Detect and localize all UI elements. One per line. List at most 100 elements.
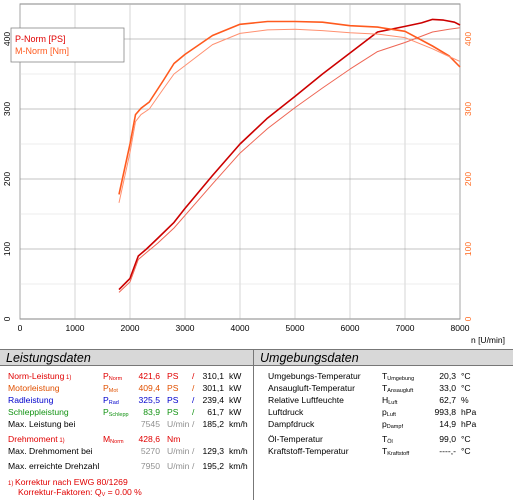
umgebung-value: 20,3 [439, 371, 456, 381]
leistung-value-1: 7545 [140, 419, 160, 429]
umgebung-symbol-sub: Dampf [386, 424, 403, 430]
leistung-unit-1: U/min [167, 461, 190, 471]
umgebung-unit: hPa [461, 419, 477, 429]
umgebung-symbol: pLuft [382, 407, 396, 418]
umgebung-symbol-sub: Öl [387, 439, 393, 445]
leistung-sep: / [192, 383, 195, 393]
leistung-unit-1: Nm [167, 434, 181, 444]
x-tick-label: 2000 [121, 323, 140, 333]
leistung-unit-1: U/min [167, 446, 190, 456]
umgebung-unit: °C [461, 383, 471, 393]
series-line-2 [118, 20, 461, 195]
y-left-tick-label: 300 [2, 102, 12, 116]
umgebung-symbol: pDampf [382, 419, 403, 430]
leistung-unit-1: U/min [167, 419, 190, 429]
leistung-sep: / [192, 446, 195, 456]
umgebung-value: 33,0 [439, 383, 456, 393]
x-tick-label: 3000 [176, 323, 195, 333]
umgebung-label: Dampfdruck [268, 419, 315, 429]
leistung-symbol-sub: Rad [108, 400, 119, 406]
leistung-unit-2: km/h [229, 419, 248, 429]
y-left-tick-label: 0 [2, 316, 12, 321]
leistung-label: Max. Drehmoment bei [8, 446, 93, 456]
dyno-chart: 0 1000 2000 3000 4000 5000 6000 7000 80000100200… [2, 3, 505, 345]
footnote-2-text: Korrektur-Faktoren: Q [18, 487, 102, 497]
umgebung-symbol: TAnsaugluft [382, 383, 414, 394]
umgebung-value: 99,0 [439, 434, 456, 444]
umgebung-symbol-sub: Ansaugluft [387, 388, 414, 394]
leistung-value-2: 129,3 [202, 446, 224, 456]
chart-legend: P-Norm [PS] M-Norm [Nm] [10, 27, 125, 63]
leistung-label: Drehmoment 1) [8, 434, 65, 444]
x-tick-label: 6000 [341, 323, 360, 333]
x-tick-label: 7000 [396, 323, 415, 333]
leistung-unit-1: PS [167, 371, 179, 381]
series-line-3 [118, 28, 461, 203]
leistung-sep: / [192, 419, 195, 429]
leistung-label: Motorleistung [8, 383, 60, 393]
umgebung-label: Umgebungs-Temperatur [268, 371, 361, 381]
leistung-unit-1: PS [167, 395, 179, 405]
footnote-2: Korrektur-Faktoren: QV = 0.00 % [18, 487, 142, 500]
leistung-value-1: 409,4 [138, 383, 160, 393]
leistung-symbol: PMot [103, 383, 118, 394]
umgebung-unit: °C [461, 434, 471, 444]
legend-box [10, 27, 125, 63]
leistung-unit-2: kW [229, 371, 242, 381]
y-right-tick-label: 300 [463, 102, 473, 116]
footnote-1-ref: 1) [8, 481, 16, 487]
leistung-unit-2: km/h [229, 461, 248, 471]
leistung-value-1: 5270 [140, 446, 160, 456]
footnote-2-sub: V [101, 492, 106, 498]
footnote-ref: 1) [57, 438, 65, 444]
leistung-value-2: 185,2 [202, 419, 224, 429]
x-tick-label: 5000 [286, 323, 305, 333]
chart-ticks: 0 1000 2000 3000 4000 5000 6000 7000 80000100200… [2, 32, 473, 333]
y-right-tick-label: 200 [463, 172, 473, 186]
umgebungsdaten-panel: Umgebungsdaten Umgebungs-Temperatur TUmge… [254, 349, 513, 500]
y-left-tick-label: 100 [2, 242, 12, 256]
series-line-1 [118, 27, 461, 293]
umgebung-label: Ansaugluft-Temperatur [268, 383, 355, 393]
x-axis-label: n [U/min] [471, 335, 505, 345]
umgebung-label: Öl-Temperatur [268, 434, 323, 444]
leistung-label: Max. erreichte Drehzahl [8, 461, 100, 471]
leistungsdaten-title: Leistungsdaten [0, 349, 253, 366]
umgebung-symbol-sub: Kraftstoff [387, 451, 410, 457]
leistung-sep: / [192, 371, 195, 381]
leistung-label: Schleppleistung [8, 407, 69, 417]
leistung-value-1: 83,9 [143, 407, 160, 417]
leistung-unit-2: kW [229, 383, 242, 393]
leistung-value-2: 310,1 [202, 371, 224, 381]
umgebungsdaten-title: Umgebungsdaten [254, 349, 513, 366]
series-line-0 [118, 18, 461, 291]
leistungsdaten-panel: Leistungsdaten Norm-Leistung 1) PNorm 421,… [0, 349, 254, 500]
leistung-symbol-sub: Mot [108, 388, 118, 394]
chart-curves [118, 18, 461, 293]
leistung-value-1: 325,5 [138, 395, 160, 405]
legend-entry-m-norm: M-Norm [Nm] [15, 46, 69, 56]
y-left-tick-label: 400 [2, 32, 12, 46]
umgebung-symbol: TUmgebung [382, 371, 415, 382]
umgebung-symbol: HLuft [382, 395, 398, 406]
leistung-symbol: PRad [103, 395, 119, 406]
umgebung-symbol: TKraftstoff [382, 446, 410, 457]
x-tick-label: 8000 [451, 323, 470, 333]
leistung-sep: / [192, 395, 195, 405]
x-tick-label: 1000 [66, 323, 85, 333]
x-tick-label: 0 [18, 323, 23, 333]
leistung-value-1: 421,6 [138, 371, 160, 381]
umgebung-value: 62,7 [439, 395, 456, 405]
umgebung-label: Relative Luftfeuchte [268, 395, 344, 405]
umgebung-unit: hPa [461, 407, 477, 417]
leistung-unit-1: PS [167, 383, 179, 393]
y-left-tick-label: 200 [2, 172, 12, 186]
footnote-1: 1) Korrektur nach EWG 80/1269 [8, 477, 128, 489]
umgebung-unit: % [461, 395, 469, 405]
umgebung-label: Luftdruck [268, 407, 304, 417]
umgebung-symbol-sub: Luft [386, 412, 396, 418]
leistung-symbol: MNorm [103, 434, 124, 445]
footnote-1-text: Korrektur nach EWG 80/1269 [15, 477, 128, 487]
leistung-symbol: PNorm [103, 371, 123, 382]
leistung-symbol-sub: Norm [108, 376, 123, 382]
